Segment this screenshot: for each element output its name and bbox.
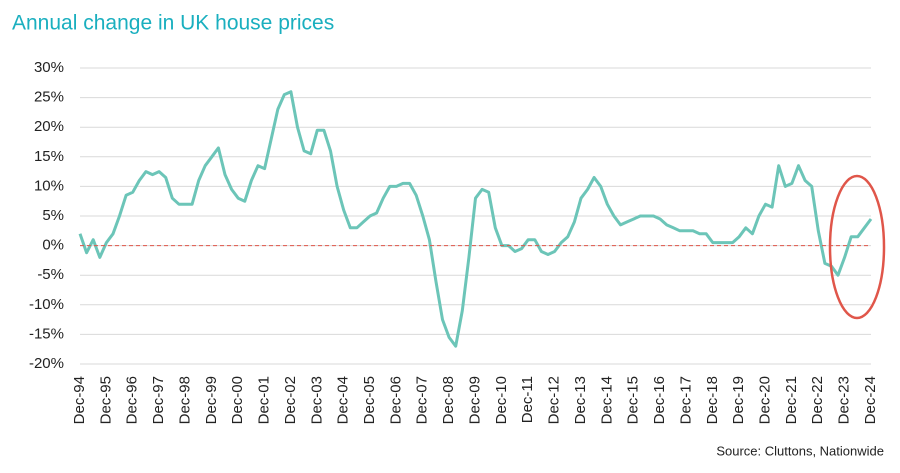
y-tick-label: 30% (34, 59, 64, 76)
x-tick-label: Dec-95 (97, 376, 114, 424)
y-tick-label: 0% (42, 237, 64, 254)
y-tick-label: -15% (29, 325, 64, 342)
x-tick-label: Dec-15 (625, 376, 642, 424)
x-tick-label: Dec-14 (598, 376, 615, 424)
y-tick-label: 20% (34, 118, 64, 135)
x-tick-label: Dec-16 (651, 376, 668, 424)
data-line (78, 90, 873, 348)
x-tick-label: Dec-21 (783, 376, 800, 424)
x-tick-label: Dec-02 (282, 376, 299, 424)
x-tick-label: Dec-13 (572, 376, 589, 424)
x-tick-label: Dec-07 (414, 376, 431, 424)
x-tick-label: Dec-97 (150, 376, 167, 424)
x-tick-label: Dec-23 (836, 376, 853, 424)
x-tick-label: Dec-98 (176, 376, 193, 424)
x-tick-label: Dec-12 (546, 376, 563, 424)
y-tick-label: 15% (34, 148, 64, 165)
y-tick-label: 10% (34, 177, 64, 194)
x-tick-label: Dec-09 (466, 376, 483, 424)
x-tick-label: Dec-17 (677, 376, 694, 424)
y-tick-label: -10% (29, 296, 64, 313)
x-tick-label: Dec-99 (203, 376, 220, 424)
x-tick-label: Dec-19 (730, 376, 747, 424)
y-tick-label: 5% (42, 207, 64, 224)
x-tick-label: Dec-04 (335, 376, 352, 424)
highlight-ellipse (828, 174, 886, 320)
x-tick-label: Dec-24 (862, 376, 879, 424)
x-tick-label: Dec-01 (256, 376, 273, 424)
x-tick-label: Dec-06 (387, 376, 404, 424)
x-tick-label: Dec-20 (757, 376, 774, 424)
x-tick-label: Dec-18 (704, 376, 721, 424)
x-tick-label: Dec-11 (519, 376, 536, 423)
x-tick-label: Dec-08 (440, 376, 457, 424)
x-tick-label: Dec-00 (229, 376, 246, 424)
x-tick-label: Dec-94 (71, 376, 88, 424)
chart-title: Annual change in UK house prices (12, 12, 334, 35)
x-tick-label: Dec-10 (493, 376, 510, 424)
y-tick-label: 25% (34, 89, 64, 106)
y-tick-label: -20% (29, 355, 64, 372)
source-note: Source: Cluttons, Nationwide (716, 443, 884, 458)
x-tick-label: Dec-03 (308, 376, 325, 424)
x-tick-label: Dec-22 (809, 376, 826, 424)
y-tick-label: -5% (37, 266, 64, 283)
x-tick-label: Dec-05 (361, 376, 378, 424)
x-tick-label: Dec-96 (124, 376, 141, 424)
